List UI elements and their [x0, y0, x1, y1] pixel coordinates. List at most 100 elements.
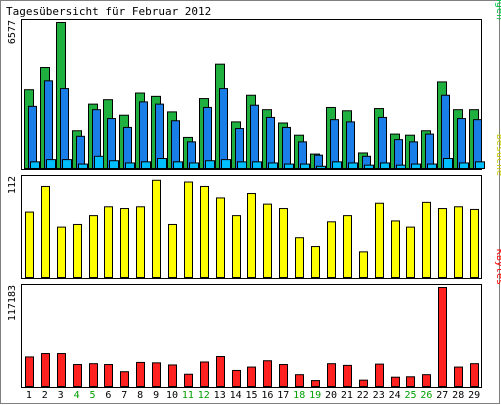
x-tick-label: 21: [341, 390, 353, 401]
panel-2: 112 Besuche: [7, 134, 501, 279]
x-tick-label: 25: [404, 390, 416, 401]
bar-seiten: [380, 162, 390, 170]
bar-kbytes: [89, 363, 98, 387]
x-tick-label: 3: [58, 390, 64, 401]
x-tick-label: 13: [214, 390, 226, 401]
bar-besuche: [120, 208, 129, 278]
legend: KBytes: [494, 249, 501, 285]
bar-kbytes: [200, 361, 209, 387]
bar-dateien: [219, 88, 228, 169]
bar-kbytes: [136, 361, 145, 387]
bar-seiten: [94, 155, 104, 170]
bar-seiten: [316, 165, 326, 169]
bar-seiten: [221, 159, 231, 170]
bar-seiten: [427, 163, 437, 170]
x-tick-label: 10: [166, 390, 178, 401]
bar-seiten: [459, 162, 469, 170]
x-tick-label: 14: [230, 390, 242, 401]
bar-seiten: [189, 162, 199, 170]
bar-seiten: [157, 158, 167, 170]
legend: Besuche: [494, 134, 501, 176]
bar-besuche: [104, 206, 113, 279]
x-tick-label: 4: [74, 390, 80, 401]
bar-dateien: [473, 119, 482, 170]
bar-kbytes: [184, 373, 193, 388]
bar-dateien: [346, 121, 355, 169]
x-tick-label: 15: [245, 390, 257, 401]
bar-kbytes: [247, 366, 256, 387]
bar-besuche: [232, 215, 241, 278]
bar-besuche: [279, 208, 288, 278]
bar-besuche: [391, 220, 400, 279]
bar-seiten: [78, 163, 88, 170]
chart-title: Tagesübersicht für Februar 2012: [6, 5, 211, 18]
bar-kbytes: [327, 363, 336, 387]
bar-dateien: [378, 116, 387, 170]
x-tick-label: 2: [42, 390, 48, 401]
x-tick-label: 26: [420, 390, 432, 401]
bar-besuche: [200, 185, 209, 278]
bar-kbytes: [263, 360, 272, 387]
bar-kbytes: [216, 356, 225, 388]
x-tick-label: 19: [309, 390, 321, 401]
bar-dateien: [441, 94, 450, 169]
bar-besuche: [327, 221, 336, 278]
bar-besuche: [406, 226, 415, 279]
bar-kbytes: [438, 287, 447, 387]
x-tick-label: 27: [436, 390, 448, 401]
bar-besuche: [343, 215, 352, 278]
x-tick-label: 24: [389, 390, 401, 401]
bar-besuche: [184, 181, 193, 279]
bar-seiten: [268, 162, 278, 170]
bar-seiten: [411, 163, 421, 170]
bar-kbytes: [41, 353, 50, 388]
bar-kbytes: [25, 356, 34, 388]
bar-besuche: [422, 201, 431, 278]
bar-kbytes: [295, 374, 304, 387]
bar-kbytes: [120, 371, 129, 387]
x-tick-label: 23: [373, 390, 385, 401]
x-tick-label: 20: [325, 390, 337, 401]
x-tick-label: 6: [105, 390, 111, 401]
bar-kbytes: [406, 376, 415, 387]
bar-seiten: [46, 159, 56, 170]
bar-dateien: [60, 88, 69, 169]
bar-seiten: [332, 161, 342, 169]
bar-besuche: [247, 193, 256, 278]
bar-kbytes: [57, 353, 66, 388]
x-tick-label: 28: [452, 390, 464, 401]
bar-seiten: [62, 159, 72, 170]
bar-kbytes: [391, 376, 400, 388]
bar-seiten: [252, 161, 262, 169]
bar-besuche: [216, 197, 225, 278]
bar-kbytes: [311, 380, 320, 388]
bar-kbytes: [152, 362, 161, 388]
bar-seiten: [348, 162, 358, 170]
bar-dateien: [394, 139, 403, 170]
bar-dateien: [44, 80, 53, 169]
legend-part-0: KBytes: [494, 249, 501, 285]
bar-dateien: [425, 133, 434, 169]
y-max-label: 112: [7, 176, 18, 194]
bar-kbytes: [454, 366, 463, 387]
y-max-label: 6577: [7, 20, 18, 44]
bar-seiten: [173, 161, 183, 169]
chart-panels: 6577 Seiten/Dateien/Anfragen 112 Besuche 117…: [7, 0, 501, 388]
x-tick-label: 17: [277, 390, 289, 401]
panel-3: 117183 KBytes: [7, 249, 501, 388]
bar-seiten: [364, 164, 374, 169]
bar-besuche: [168, 223, 177, 278]
bar-kbytes: [343, 364, 352, 387]
x-tick-label: 11: [182, 390, 194, 401]
bar-besuche: [263, 203, 272, 278]
bar-besuche: [25, 211, 34, 278]
bar-seiten: [475, 161, 485, 169]
x-tick-label: 7: [121, 390, 127, 401]
bar-seiten: [284, 163, 294, 170]
bar-besuche: [454, 206, 463, 279]
x-tick-label: 8: [137, 390, 143, 401]
bar-besuche: [41, 185, 50, 278]
x-axis-labels: 1 2 3 4 5 6 7 8 9 10 11 12 13 14 15 16 17 18 19 20 21 22 23 24 2…: [26, 390, 480, 401]
